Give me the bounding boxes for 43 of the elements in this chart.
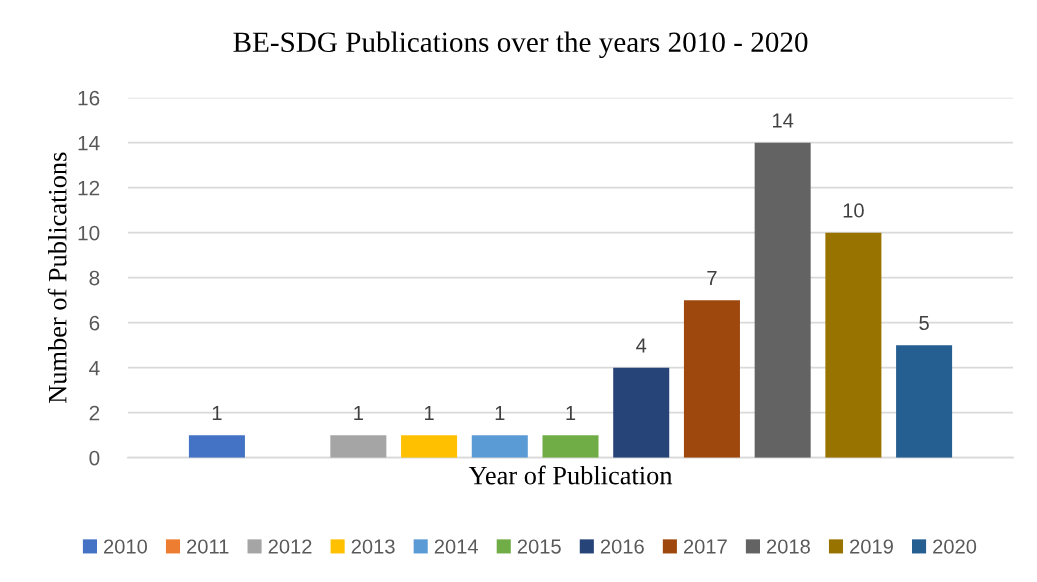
bar xyxy=(613,367,670,458)
y-tick-label: 4 xyxy=(89,360,100,376)
legend-label: 2015 xyxy=(517,539,561,554)
data-label: 10 xyxy=(843,203,864,218)
data-label: 7 xyxy=(707,271,717,285)
legend-label: 2020 xyxy=(933,539,977,554)
legend-label: 2014 xyxy=(434,539,478,554)
legend-label: 2017 xyxy=(683,539,727,554)
y-tick-label: 2 xyxy=(89,405,100,421)
data-label: 1 xyxy=(566,406,576,420)
legend-label: 2019 xyxy=(850,539,893,554)
legend-label: 2011 xyxy=(187,539,229,554)
legend-label: 2010 xyxy=(104,539,148,554)
bar xyxy=(896,345,953,458)
chart-title: BE-SDG Publications over the years 2010 - 2020 xyxy=(233,31,808,59)
x-axis-title: Year of Publication xyxy=(468,465,673,485)
legend-label: 2016 xyxy=(600,539,644,554)
y-tick-label: 14 xyxy=(78,135,100,151)
bar xyxy=(188,435,245,458)
y-tick-label: 12 xyxy=(78,180,100,196)
legend-label: 2018 xyxy=(767,539,810,554)
y-tick-label: 8 xyxy=(89,270,100,286)
data-label: 14 xyxy=(773,113,794,128)
y-tick-label: 10 xyxy=(78,225,100,241)
bar xyxy=(401,435,458,458)
y-tick-label: 6 xyxy=(89,315,100,331)
data-label: 4 xyxy=(636,338,647,353)
bar xyxy=(330,435,387,458)
y-tick-label: 16 xyxy=(78,90,100,106)
bar xyxy=(825,232,882,458)
bar xyxy=(471,435,528,458)
y-axis-title: Number of Publications xyxy=(47,152,67,404)
data-label: 1 xyxy=(354,406,363,420)
bar xyxy=(683,300,740,458)
y-tick-label: 0 xyxy=(89,450,100,466)
bar xyxy=(542,435,599,458)
data-label: 5 xyxy=(919,316,929,331)
data-label: 1 xyxy=(212,406,222,420)
data-label: 1 xyxy=(495,406,505,420)
data-label: 1 xyxy=(425,406,434,420)
legend-label: 2012 xyxy=(268,539,312,554)
bar xyxy=(754,142,811,458)
legend-label: 2013 xyxy=(351,539,395,554)
